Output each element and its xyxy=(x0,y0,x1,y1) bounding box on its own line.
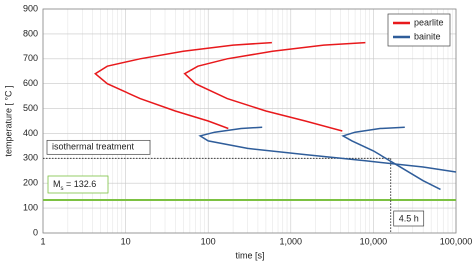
legend-label: pearlite xyxy=(414,17,444,27)
x-tick-label: 100,000 xyxy=(440,236,473,246)
x-tick-label: 100 xyxy=(201,236,216,246)
curve xyxy=(94,41,272,130)
x-tick-label: 10 xyxy=(121,236,131,246)
plot-frame xyxy=(42,8,457,234)
y-tick-label: 800 xyxy=(23,28,38,38)
x-tick-label: 10,000 xyxy=(360,236,388,246)
y-tick-label: 0 xyxy=(33,227,38,237)
y-axis-label: temperature [ °C ] xyxy=(3,85,13,156)
y-tick-label: 300 xyxy=(23,153,38,163)
y-tick-label: 100 xyxy=(23,202,38,212)
x-tick-label: 1,000 xyxy=(280,236,303,246)
y-tick-label: 600 xyxy=(23,78,38,88)
ms-symbol: M xyxy=(53,179,61,189)
y-tick-label: 200 xyxy=(23,178,38,188)
y-tick-label: 400 xyxy=(23,128,38,138)
y-tick-label: 900 xyxy=(23,3,38,13)
y-tick-label: 500 xyxy=(23,103,38,113)
legend-box xyxy=(387,13,451,47)
ms-text: = 132.6 xyxy=(64,179,97,189)
ms-label-box xyxy=(47,175,109,194)
x-tick-label: 1 xyxy=(40,236,45,246)
time-box xyxy=(393,210,425,227)
time-label: 4.5 h xyxy=(399,213,419,223)
curve xyxy=(341,126,441,191)
x-axis-label: time [s] xyxy=(235,250,264,260)
curve xyxy=(198,126,457,173)
ms-label: Ms = 132.6 xyxy=(53,179,96,191)
y-tick-label: 700 xyxy=(23,53,38,63)
curve xyxy=(183,41,366,132)
isothermal-label: isothermal treatment xyxy=(52,142,135,152)
ms-subscript: s xyxy=(61,186,64,192)
isothermal-box xyxy=(46,139,151,155)
legend-label: bainite xyxy=(414,31,441,41)
